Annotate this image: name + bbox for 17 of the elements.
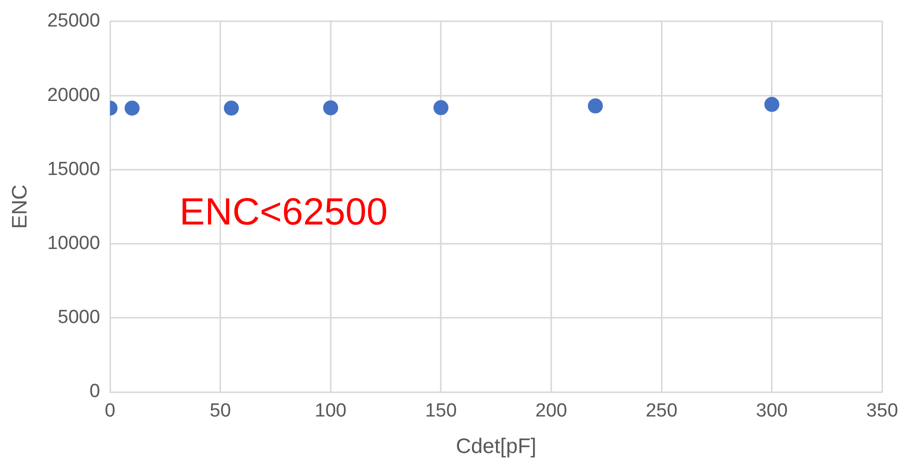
x-tick-label: 150	[425, 400, 457, 422]
annotation: ENC<62500	[180, 192, 388, 234]
x-tick-label: 0	[104, 400, 116, 422]
y-tick-label: 5000	[58, 307, 100, 328]
y-tick-label: 10000	[47, 232, 100, 254]
x-tick-label: 100	[314, 400, 346, 422]
x-tick-label: 250	[646, 400, 678, 422]
y-axis-title: ENC	[8, 184, 32, 229]
x-tick-label: 50	[210, 400, 231, 422]
y-tick-label: 20000	[47, 84, 100, 106]
y-tick-label: 15000	[47, 158, 100, 180]
x-tick-label: 350	[866, 400, 898, 422]
y-tick-label: 25000	[47, 10, 100, 32]
x-tick-label: 200	[535, 400, 568, 422]
x-axis-title: Cdet[pF]	[456, 435, 536, 458]
x-tick-label: 300	[756, 400, 788, 422]
y-tick-label: 0	[89, 381, 100, 402]
